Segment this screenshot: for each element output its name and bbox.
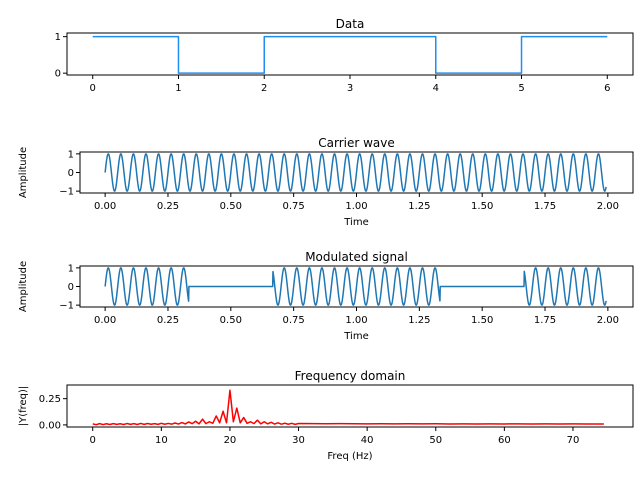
x-tick-label: 0 — [90, 83, 96, 94]
x-tick-label: 1.00 — [345, 201, 367, 212]
axes-frame — [66, 384, 634, 428]
x-tick-label: 0.50 — [220, 315, 242, 326]
x-tick-label: 4 — [433, 83, 439, 94]
y-axis-label: |Y(freq)| — [18, 386, 29, 427]
x-tick-label: 0.50 — [220, 201, 242, 212]
y-axis-label: Amplitude — [18, 147, 29, 198]
x-tick-label: 0.00 — [94, 315, 116, 326]
x-axis-label: Time — [343, 331, 368, 342]
x-tick-label: 40 — [361, 435, 374, 446]
subplot-4: Frequency domain 0 10 20 30 40 50 60 70 0.00 0.25 F… — [18, 369, 634, 462]
x-tick-label: 10 — [155, 435, 168, 446]
subplot-1: Data 0 1 2 3 4 5 6 0 1 — [55, 17, 634, 94]
subplot-title: Frequency domain — [295, 369, 406, 383]
subplot-title: Modulated signal — [305, 250, 408, 264]
subplot-3: Modulated signal 0.00 0.25 0.50 0.75 1.00 1.25… — [18, 250, 634, 342]
subplot-title: Data — [336, 17, 365, 31]
x-axis-label: Time — [343, 217, 368, 228]
y-axis-label: Amplitude — [18, 261, 29, 312]
x-tick-label: 2.00 — [597, 315, 619, 326]
x-tick-label: 1.75 — [534, 201, 556, 212]
subplot-title: Carrier wave — [318, 136, 395, 150]
axes-frame — [66, 32, 634, 76]
x-tick-label: 0.75 — [283, 315, 305, 326]
x-tick-label: 2.00 — [597, 201, 619, 212]
x-tick-label: 0 — [90, 435, 96, 446]
y-tick-label: 1 — [68, 263, 74, 274]
y-tick-label: 0 — [68, 168, 74, 179]
y-tick-label: 1 — [55, 32, 61, 43]
x-tick-label: 70 — [567, 435, 580, 446]
x-tick-label: 2 — [261, 83, 267, 94]
x-tick-label: 1.50 — [471, 315, 493, 326]
x-axis-label: Freq (Hz) — [327, 451, 372, 462]
x-tick-label: 0.25 — [157, 315, 179, 326]
x-tick-label: 1.75 — [534, 315, 556, 326]
x-tick-label: 1.50 — [471, 201, 493, 212]
y-tick-label: 0.25 — [39, 394, 61, 405]
x-tick-label: 1.00 — [345, 315, 367, 326]
series-line — [104, 267, 607, 306]
x-tick-label: 1.25 — [408, 201, 430, 212]
x-tick-label: 20 — [224, 435, 237, 446]
series-line — [92, 35, 608, 74]
x-tick-label: 5 — [518, 83, 524, 94]
series-line — [92, 389, 604, 426]
x-tick-label: 3 — [347, 83, 353, 94]
x-tick-label: 60 — [498, 435, 511, 446]
x-tick-label: 6 — [604, 83, 610, 94]
subplot-2: Carrier wave 0.00 0.25 0.50 0.75 1.00 1.25 1.50… — [18, 136, 634, 228]
y-tick-label: 0.00 — [39, 420, 61, 431]
y-tick-label: −1 — [59, 301, 74, 312]
x-tick-label: 0.00 — [94, 201, 116, 212]
x-tick-label: 1.25 — [408, 315, 430, 326]
y-tick-label: 0 — [68, 282, 74, 293]
x-tick-label: 30 — [292, 435, 305, 446]
x-tick-label: 0.75 — [283, 201, 305, 212]
x-tick-label: 50 — [429, 435, 442, 446]
series-line — [104, 153, 607, 192]
y-tick-label: 1 — [68, 149, 74, 160]
y-tick-label: −1 — [59, 187, 74, 198]
x-tick-label: 1 — [175, 83, 181, 94]
y-tick-label: 0 — [55, 69, 61, 80]
x-tick-label: 0.25 — [157, 201, 179, 212]
